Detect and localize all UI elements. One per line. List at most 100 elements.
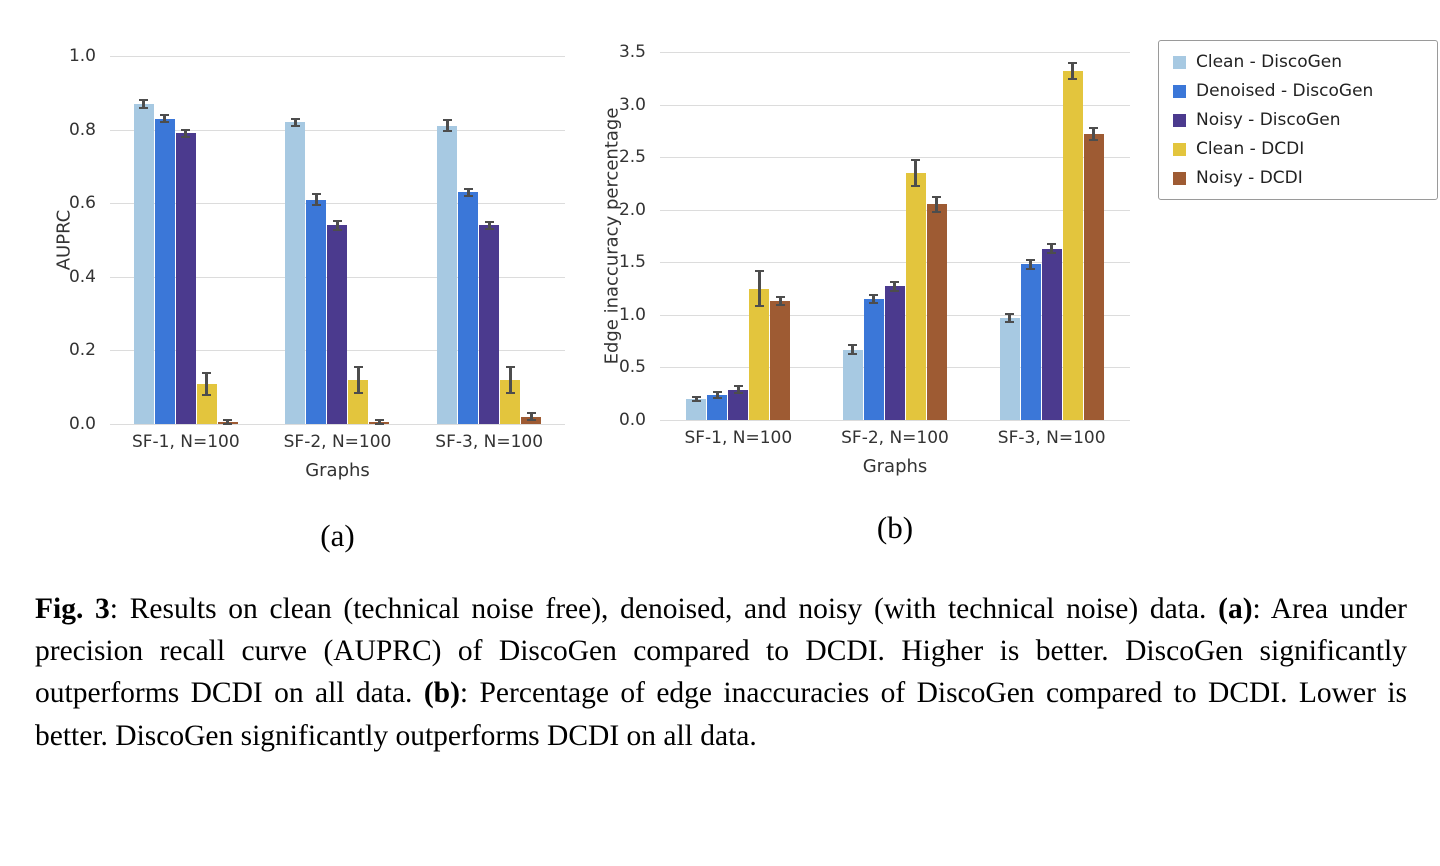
legend-entry-noisy-dcdi: Noisy - DCDI bbox=[1173, 168, 1423, 188]
bar-denoised-discogen bbox=[154, 113, 175, 424]
x-tick-label: SF-2, N=100 bbox=[283, 432, 392, 452]
bar-group-sf-2-n-100 bbox=[285, 117, 390, 425]
error-bar-cap-top bbox=[911, 159, 921, 162]
error-bar-cap-bottom bbox=[463, 194, 473, 197]
y-tick-label: 1.0 bbox=[618, 304, 646, 325]
error-bar-cap-top bbox=[890, 281, 900, 284]
x-axis-ticks: SF-1, N=100 SF-2, N=100 SF-3, N=100 bbox=[660, 428, 1130, 448]
error-bar-cap-bottom bbox=[202, 393, 212, 396]
error-bar bbox=[935, 197, 939, 212]
error-bar-cap-top bbox=[223, 419, 233, 422]
error-bar bbox=[1071, 62, 1075, 80]
legend: Clean - DiscoGen Denoised - DiscoGen Noisy… bbox=[1158, 40, 1438, 200]
bar-groups bbox=[660, 52, 1130, 420]
bar-clean-dcdi bbox=[348, 365, 369, 424]
x-tick-label: SF-2, N=100 bbox=[841, 428, 949, 448]
bar-noisy-discogen bbox=[327, 219, 348, 424]
x-tick-label: SF-3, N=100 bbox=[997, 428, 1106, 448]
error-bar-cap-bottom bbox=[290, 124, 300, 127]
chart-b-edge-inaccuracy: Edge inaccuracy percentage 0.0 0.5 1.0 1.5 2… bbox=[600, 0, 1160, 520]
bar-noisy-discogen bbox=[884, 281, 905, 420]
caption-text-1: : Results on clean (technical noise free… bbox=[109, 593, 1219, 625]
error-bar bbox=[487, 221, 491, 229]
gridline bbox=[110, 129, 565, 131]
error-bar-cap-top bbox=[869, 293, 879, 296]
gridline bbox=[660, 420, 1130, 421]
error-bar bbox=[778, 297, 782, 306]
bar-clean-discogen bbox=[842, 344, 863, 420]
caption-text-3: : Percentage of edge inaccuracies of Dis… bbox=[35, 677, 1407, 752]
error-bar-cap-top bbox=[505, 365, 515, 368]
error-bar-cap-bottom bbox=[374, 423, 384, 425]
error-bar bbox=[1008, 313, 1012, 323]
legend-swatch bbox=[1173, 55, 1186, 69]
bar-group-sf-3-n-100 bbox=[437, 119, 542, 424]
bar-clean-dcdi bbox=[1062, 61, 1083, 420]
error-bar-cap-bottom bbox=[775, 304, 785, 307]
y-tick-label: 0.2 bbox=[68, 340, 96, 361]
error-bar bbox=[1029, 260, 1033, 269]
error-bar bbox=[184, 129, 188, 137]
error-bar-cap-top bbox=[1068, 61, 1078, 64]
bar-noisy-discogen bbox=[728, 385, 749, 420]
error-bar-cap-bottom bbox=[353, 391, 363, 394]
error-bar-cap-bottom bbox=[890, 289, 900, 292]
gridline bbox=[110, 203, 565, 205]
bar-noisy-dcdi bbox=[521, 411, 542, 424]
error-bar-cap-bottom bbox=[733, 391, 743, 394]
error-bar-cap-top bbox=[484, 220, 494, 223]
bar-group-sf-2-n-100 bbox=[842, 159, 947, 420]
error-bar bbox=[1092, 127, 1096, 141]
y-tick-label: 0.0 bbox=[68, 414, 96, 434]
error-bar-cap-bottom bbox=[442, 130, 452, 133]
y-tick-label: 0.4 bbox=[68, 266, 96, 287]
y-tick-label: 1.5 bbox=[618, 252, 646, 273]
error-bar-cap-top bbox=[775, 296, 785, 298]
error-bar-cap-bottom bbox=[911, 184, 921, 187]
bar-clean-discogen bbox=[437, 119, 458, 424]
caption-b-label: (b) bbox=[423, 677, 460, 710]
plot-area bbox=[110, 56, 565, 425]
caption-text-2: : Area under precision recall curve (AUP… bbox=[35, 593, 1407, 710]
legend-entry-noisy-discogen: Noisy - DiscoGen bbox=[1173, 110, 1423, 130]
error-bar bbox=[757, 270, 761, 307]
y-tick-label: 0.0 bbox=[618, 410, 646, 430]
error-bar-cap-bottom bbox=[932, 210, 942, 213]
x-tick-label: SF-3, N=100 bbox=[435, 432, 544, 452]
error-bar bbox=[893, 282, 897, 291]
bar-group-sf-1-n-100 bbox=[133, 99, 238, 425]
error-bar bbox=[142, 100, 146, 108]
legend-swatch bbox=[1173, 84, 1186, 98]
error-bar bbox=[445, 120, 449, 132]
error-bar-cap-top bbox=[1005, 312, 1015, 315]
error-bar bbox=[914, 160, 918, 186]
error-bar-cap-bottom bbox=[1047, 251, 1057, 254]
bar-denoised-discogen bbox=[707, 390, 728, 420]
error-bar bbox=[736, 386, 740, 393]
subfigure-label-b: (b) bbox=[876, 510, 914, 545]
bar-clean-discogen bbox=[285, 117, 306, 424]
error-bar-cap-top bbox=[353, 365, 363, 368]
legend-label: Noisy - DCDI bbox=[1196, 168, 1303, 188]
chart-a-auprc: AUPRC 0.0 0.2 0.4 0.6 0.8 1.0 SF-1, N=100 SF-2… bbox=[0, 0, 600, 520]
x-axis-label: Graphs bbox=[862, 456, 928, 477]
legend-label: Denoised - DiscoGen bbox=[1196, 81, 1374, 101]
y-tick-label: 0.5 bbox=[618, 357, 646, 378]
error-bar bbox=[872, 294, 876, 304]
error-bar-cap-bottom bbox=[311, 204, 321, 207]
bar-clean-dcdi bbox=[905, 159, 926, 420]
y-tick-label: 3.5 bbox=[618, 42, 646, 62]
error-bar-cap-top bbox=[374, 419, 384, 422]
error-bar-cap-top bbox=[311, 193, 321, 196]
error-bar bbox=[851, 345, 855, 354]
error-bar-cap-top bbox=[442, 119, 452, 122]
gridline bbox=[660, 262, 1130, 264]
error-bar-cap-top bbox=[691, 395, 701, 398]
bar-noisy-dcdi bbox=[217, 419, 238, 425]
error-bar bbox=[694, 396, 698, 402]
bar-group-sf-3-n-100 bbox=[999, 61, 1104, 420]
error-bar-cap-top bbox=[526, 411, 536, 414]
error-bar-cap-bottom bbox=[869, 302, 879, 305]
bar-clean-dcdi bbox=[749, 269, 770, 420]
y-tick-label: 2.0 bbox=[618, 199, 646, 220]
